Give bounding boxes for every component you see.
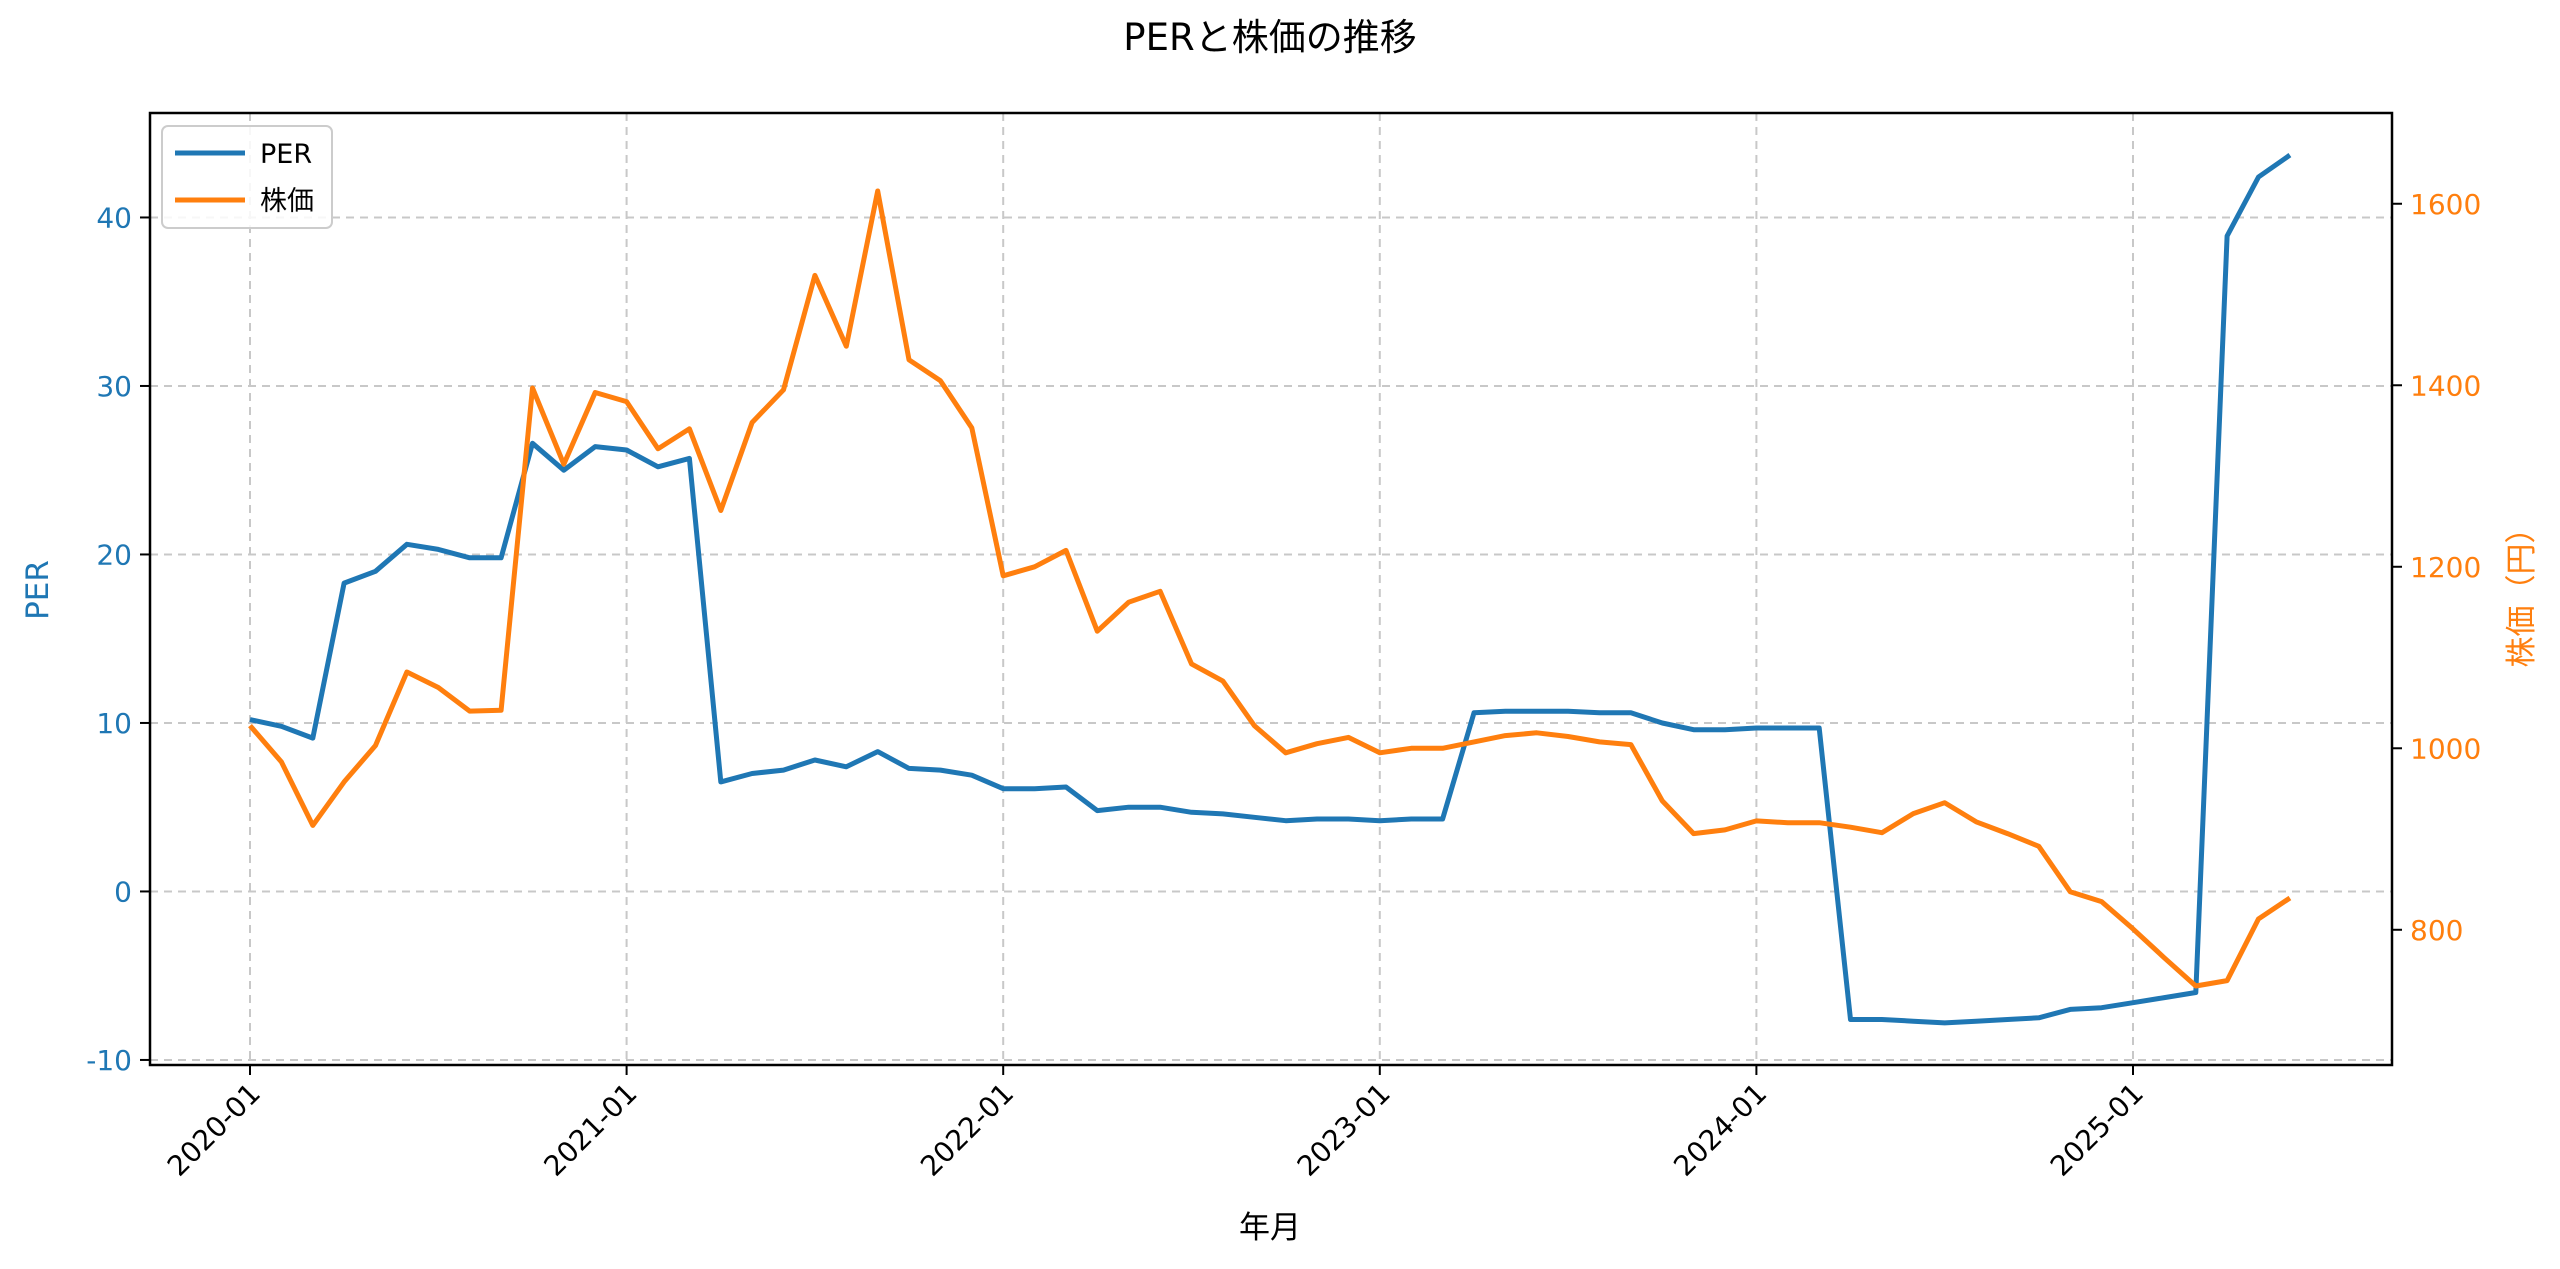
y-tick-left: -10	[86, 1044, 132, 1077]
y-axis-label-right: 株価（円）	[2504, 513, 2540, 668]
legend-label-per: PER	[260, 139, 312, 170]
chart-title: PERと株価の推移	[1123, 16, 1416, 59]
x-tick: 2022-01	[914, 1077, 1020, 1183]
y-tick-left: 0	[114, 875, 132, 908]
y-tick-right: 800	[2410, 914, 2463, 947]
x-tick: 2024-01	[1667, 1077, 1773, 1183]
y-tick-right: 1600	[2410, 188, 2481, 221]
y-tick-left: 10	[96, 707, 132, 740]
y-tick-right: 1000	[2410, 732, 2481, 765]
per-line	[249, 153, 2292, 1026]
legend-label-price: 株価	[260, 186, 314, 217]
y-axis-label-left: PER	[20, 560, 56, 620]
x-tick: 2025-01	[2044, 1077, 2150, 1183]
y-tick-right: 1200	[2410, 551, 2481, 584]
ticks: -10 0 10 20 30 40 800 1000 1200 1400 1600 2020-01 20…	[86, 188, 2481, 1183]
price-line	[248, 188, 2292, 989]
x-tick: 2020-01	[161, 1077, 267, 1183]
plot-frame	[148, 111, 2394, 1067]
x-tick: 2021-01	[537, 1077, 643, 1183]
y-tick-left: 30	[96, 370, 132, 403]
series-layer	[248, 153, 2292, 1026]
x-tick: 2023-01	[1291, 1077, 1397, 1183]
grid	[150, 113, 2392, 1065]
legend: PER 株価	[161, 125, 333, 229]
y-tick-right: 1400	[2410, 369, 2481, 402]
x-axis-label: 年月	[1239, 1210, 1301, 1246]
y-tick-left: 40	[96, 201, 132, 234]
y-tick-left: 20	[96, 538, 132, 571]
